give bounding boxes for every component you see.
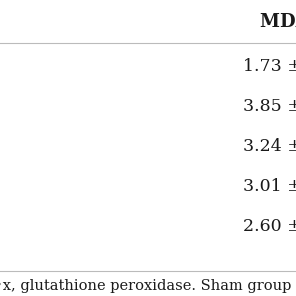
Text: 3.85 ± 1.35: 3.85 ± 1.35 xyxy=(243,98,296,115)
Text: •x, glutathione peroxidase. Sham group: •x, glutathione peroxidase. Sham group xyxy=(0,279,292,293)
Text: 3.01 ± 1.03: 3.01 ± 1.03 xyxy=(243,178,296,195)
Text: 2.60 ± 0.62: 2.60 ± 0.62 xyxy=(243,218,296,235)
Text: MDA (nm: MDA (nm xyxy=(260,13,296,31)
Text: 1.73 ± 0.62: 1.73 ± 0.62 xyxy=(243,58,296,75)
Text: 3.24 ± 1.35: 3.24 ± 1.35 xyxy=(243,138,296,155)
